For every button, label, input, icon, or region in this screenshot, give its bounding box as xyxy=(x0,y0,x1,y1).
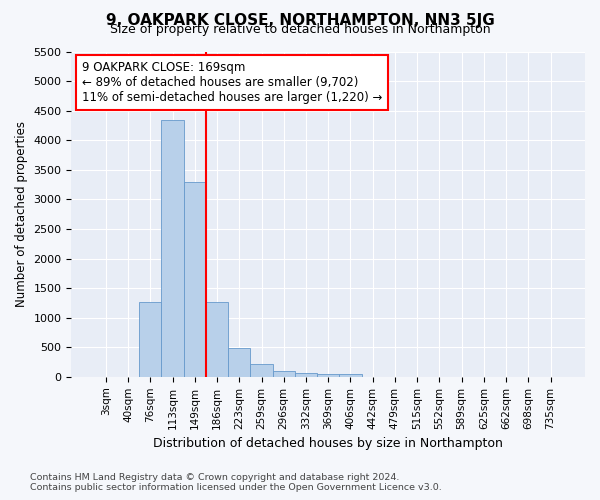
Text: Contains public sector information licensed under the Open Government Licence v3: Contains public sector information licen… xyxy=(30,484,442,492)
Bar xyxy=(206,302,228,377)
Bar xyxy=(340,374,362,377)
Text: Size of property relative to detached houses in Northampton: Size of property relative to detached ho… xyxy=(110,22,490,36)
Text: 9 OAKPARK CLOSE: 169sqm
← 89% of detached houses are smaller (9,702)
11% of semi: 9 OAKPARK CLOSE: 169sqm ← 89% of detache… xyxy=(82,62,382,104)
Bar xyxy=(317,374,340,377)
Bar xyxy=(139,302,161,377)
Bar xyxy=(250,364,272,377)
Text: 9, OAKPARK CLOSE, NORTHAMPTON, NN3 5JG: 9, OAKPARK CLOSE, NORTHAMPTON, NN3 5JG xyxy=(106,12,494,28)
Text: Contains HM Land Registry data © Crown copyright and database right 2024.: Contains HM Land Registry data © Crown c… xyxy=(30,472,400,482)
Bar xyxy=(228,348,250,377)
Bar xyxy=(295,372,317,377)
X-axis label: Distribution of detached houses by size in Northampton: Distribution of detached houses by size … xyxy=(153,437,503,450)
Bar xyxy=(161,120,184,377)
Bar xyxy=(184,182,206,377)
Bar xyxy=(272,371,295,377)
Y-axis label: Number of detached properties: Number of detached properties xyxy=(15,121,28,307)
